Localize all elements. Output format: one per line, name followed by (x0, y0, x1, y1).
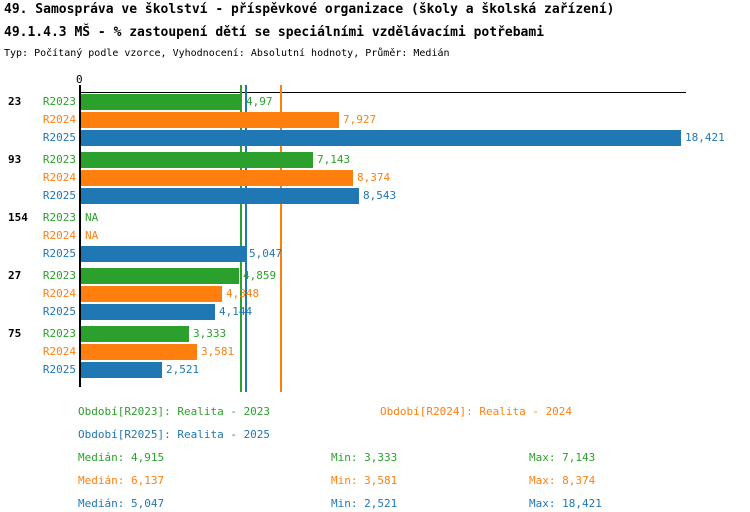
group-label: 154 (8, 211, 28, 224)
max-r2023: Max: 7,143 (529, 451, 596, 464)
legend-item-r2023: Období[R2023]: Realita - 2023 (78, 405, 271, 418)
bar-r2024 (81, 344, 197, 360)
row-label-r2024: R2024 (42, 287, 76, 300)
row-label-r2023: R2023 (42, 95, 76, 108)
bar-r2025 (81, 246, 245, 262)
page-subtitle: 49.1.4.3 MŠ - % zastoupení dětí se speci… (4, 25, 545, 40)
group-label: 23 (8, 95, 22, 108)
median-r2024: Medián: 6,137 (78, 474, 165, 487)
median-r2025: Medián: 5,047 (78, 497, 165, 510)
row-label-r2025: R2025 (42, 131, 76, 144)
bar-value-label: 7,927 (343, 113, 377, 126)
row-label-r2023: R2023 (42, 211, 76, 224)
bar-value-label: 8,374 (357, 171, 391, 184)
bar-r2025 (81, 188, 359, 204)
x-axis-line (80, 92, 686, 93)
row-label-r2025: R2025 (42, 363, 76, 376)
row-label-r2023: R2023 (42, 327, 76, 340)
bar-r2025 (81, 304, 215, 320)
bar-value-label: 3,333 (193, 327, 227, 340)
max-r2024: Max: 8,374 (529, 474, 596, 487)
bar-value-label: 4,348 (226, 287, 260, 300)
bar-r2025 (81, 130, 681, 146)
median-line-r2024 (280, 85, 282, 392)
na-label: NA (85, 211, 99, 224)
min-r2024: Min: 3,581 (331, 474, 398, 487)
row-label-r2025: R2025 (42, 189, 76, 202)
row-label-r2024: R2024 (42, 345, 76, 358)
chart-meta: Typ: Počítaný podle vzorce, Vyhodnocení:… (4, 48, 450, 59)
bar-value-label: 4,859 (243, 269, 277, 282)
group-label: 93 (8, 153, 22, 166)
bar-r2023 (81, 152, 313, 168)
page-title: 49. Samospráva ve školství - příspěvkové… (4, 2, 615, 17)
axis-zero-label: 0 (76, 73, 83, 86)
min-r2025: Min: 2,521 (331, 497, 398, 510)
row-label-r2024: R2024 (42, 229, 76, 242)
row-label-r2024: R2024 (42, 171, 76, 184)
max-r2025: Max: 18,421 (529, 497, 602, 510)
bar-r2024 (81, 112, 339, 128)
bar-value-label: 3,581 (201, 345, 235, 358)
median-line-r2023 (240, 85, 242, 392)
row-label-r2025: R2025 (42, 247, 76, 260)
y-axis-line (79, 85, 81, 387)
bar-r2023 (81, 268, 239, 284)
legend-item-r2025: Období[R2025]: Realita - 2025 (78, 428, 271, 441)
bar-r2025 (81, 362, 162, 378)
bar-r2024 (81, 170, 353, 186)
row-label-r2024: R2024 (42, 113, 76, 126)
row-label-r2025: R2025 (42, 305, 76, 318)
group-label: 27 (8, 269, 22, 282)
row-label-r2023: R2023 (42, 153, 76, 166)
median-line-r2025 (245, 85, 247, 392)
bar-value-label: 2,521 (166, 363, 200, 376)
row-label-r2023: R2023 (42, 269, 76, 282)
min-r2023: Min: 3,333 (331, 451, 398, 464)
legend-item-r2024: Období[R2024]: Realita - 2024 (380, 405, 573, 418)
bar-value-label: 5,047 (249, 247, 283, 260)
bar-chart: 0 23 R2023 4,97 R2024 7,927 R2025 18,421 93 R2023… (8, 73, 725, 392)
bar-value-label: 4,97 (246, 95, 273, 108)
bar-value-label: 4,144 (219, 305, 253, 318)
bar-value-label: 7,143 (317, 153, 351, 166)
bar-r2023 (81, 326, 189, 342)
bar-r2023 (81, 94, 242, 110)
bar-r2024 (81, 286, 222, 302)
median-r2023: Medián: 4,915 (78, 451, 165, 464)
bar-value-label: 18,421 (685, 131, 725, 144)
bar-value-label: 8,543 (363, 189, 397, 202)
group-label: 75 (8, 327, 22, 340)
na-label: NA (85, 229, 99, 242)
